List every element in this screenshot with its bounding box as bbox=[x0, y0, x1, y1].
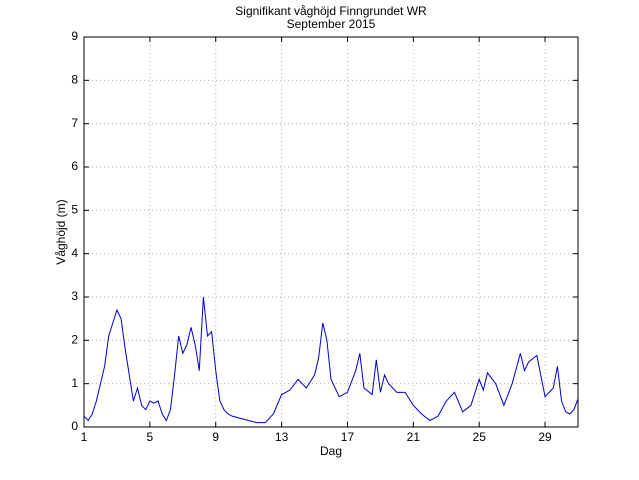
chart-title: Signifikant våghöjd Finngrundet WR bbox=[235, 4, 427, 18]
x-tick-label: 13 bbox=[275, 430, 289, 444]
data-line bbox=[83, 296, 579, 424]
y-tick-label: 2 bbox=[71, 333, 78, 347]
x-tick-label: 21 bbox=[407, 430, 421, 444]
y-tick-label: 1 bbox=[71, 376, 78, 390]
x-tick-label: 9 bbox=[212, 430, 219, 444]
y-tick-label: 6 bbox=[71, 159, 78, 173]
y-tick-label: 8 bbox=[71, 73, 78, 87]
x-axis-label: Dag bbox=[320, 444, 342, 458]
plot-frame bbox=[83, 36, 579, 428]
y-tick-label: 5 bbox=[71, 203, 78, 217]
y-tick-label: 0 bbox=[71, 419, 78, 433]
y-tick-label: 4 bbox=[71, 246, 78, 260]
x-tick-label: 1 bbox=[81, 430, 88, 444]
x-tick-label: 25 bbox=[473, 430, 487, 444]
y-axis-label: Våghöjd (m) bbox=[54, 199, 68, 264]
x-tick-label: 29 bbox=[538, 430, 552, 444]
y-tick-label: 3 bbox=[71, 289, 78, 303]
y-tick-label: 7 bbox=[71, 116, 78, 130]
x-tick-label: 5 bbox=[147, 430, 154, 444]
chart-subtitle: September 2015 bbox=[287, 17, 376, 31]
y-tick-label: 9 bbox=[71, 29, 78, 43]
x-tick-label: 17 bbox=[341, 430, 355, 444]
